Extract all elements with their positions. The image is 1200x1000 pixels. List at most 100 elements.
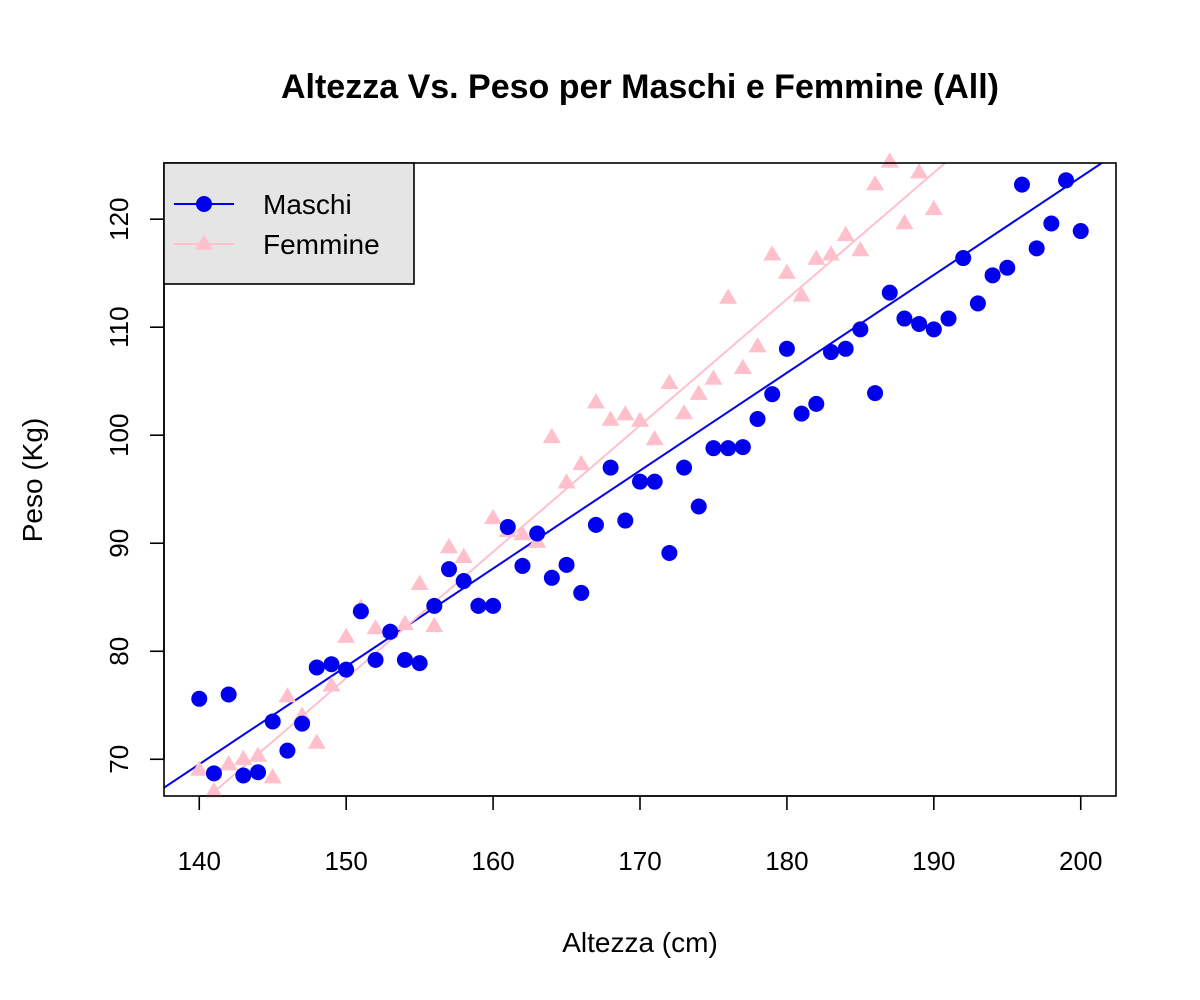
maschi-point — [911, 315, 928, 332]
y-tick-label: 120 — [104, 197, 134, 240]
legend-maschi-label: Maschi — [263, 189, 352, 220]
maschi-point — [573, 584, 590, 601]
maschi-point — [984, 267, 1001, 284]
femmine-point — [733, 358, 752, 374]
maschi-point — [294, 715, 311, 732]
y-tick-label: 100 — [104, 414, 134, 457]
maschi-point — [382, 623, 399, 640]
maschi-point — [367, 651, 384, 668]
maschi-point — [1013, 176, 1030, 193]
femmine-point — [307, 733, 326, 749]
maschi-point — [1028, 240, 1045, 257]
femmine-point — [204, 782, 223, 798]
maschi-point — [837, 340, 854, 357]
femmine-point — [704, 369, 723, 385]
maschi-point — [485, 597, 502, 614]
maschi-point — [470, 597, 487, 614]
femmine-point — [836, 225, 855, 242]
maschi-point — [411, 655, 428, 672]
maschi-point — [852, 321, 869, 338]
femmine-point — [689, 384, 708, 400]
maschi-point — [617, 512, 634, 529]
maschi-point — [602, 459, 619, 476]
femmine-point — [924, 199, 943, 216]
femmine-point — [910, 163, 929, 179]
femmine-point — [572, 454, 591, 471]
maschi-point — [279, 742, 296, 759]
y-tick-label: 90 — [104, 529, 134, 558]
femmine-point — [866, 175, 885, 191]
maschi-point — [778, 340, 795, 357]
x-tick-label: 160 — [471, 846, 514, 876]
x-tick-label: 150 — [324, 846, 367, 876]
femmine-point — [821, 245, 841, 261]
femmine-point — [410, 574, 429, 590]
y-axis-label: Peso (Kg) — [17, 418, 48, 543]
femmine-point — [719, 288, 738, 304]
maschi-point — [955, 250, 972, 267]
maschi-point — [543, 569, 560, 586]
femmine-point — [675, 404, 694, 420]
maschi-point — [529, 525, 546, 542]
femmine-point — [395, 614, 414, 630]
maschi-point — [764, 386, 781, 403]
femmine-point — [895, 213, 914, 230]
femmine-point — [557, 473, 576, 489]
maschi-point — [822, 344, 839, 361]
femmine-point — [777, 263, 796, 279]
plot-frame — [163, 162, 1117, 797]
legend: Maschi Femmine — [163, 162, 415, 285]
femmine-point — [439, 538, 459, 554]
maschi-point — [881, 284, 898, 301]
femmine-point — [219, 755, 238, 771]
maschi-point — [250, 764, 267, 781]
maschi-point — [1043, 215, 1060, 232]
maschi-point — [1072, 223, 1089, 240]
femmine-point — [616, 405, 635, 421]
maschi-point — [205, 765, 222, 782]
y-axis: 70 80 90 100 110 120 — [104, 197, 165, 774]
maschi-point — [999, 259, 1016, 276]
maschi-point — [352, 603, 369, 620]
maschi-point — [396, 651, 413, 668]
femmine-point — [278, 687, 297, 703]
maschi-point — [940, 310, 957, 327]
x-tick-label: 190 — [912, 846, 955, 876]
maschi-point — [690, 498, 707, 515]
maschi-point — [338, 661, 355, 678]
femmine-point — [542, 427, 561, 444]
y-tick-label: 110 — [104, 306, 134, 347]
maschi-point — [191, 690, 208, 707]
maschi-point — [441, 561, 458, 578]
femmine-point — [763, 245, 782, 261]
femmine-point — [586, 393, 605, 409]
maschi-point — [705, 440, 722, 457]
maschi-point — [867, 385, 884, 402]
femmine-point — [601, 410, 620, 426]
femmine-point — [234, 749, 253, 765]
maschi-point — [925, 321, 942, 338]
femmine-point — [630, 411, 650, 427]
femmine-point — [645, 430, 664, 446]
maschi-point — [896, 310, 913, 327]
maschi-point — [455, 573, 472, 590]
maschi-point — [646, 473, 663, 490]
x-tick-label: 170 — [618, 846, 661, 876]
maschi-point — [1058, 172, 1075, 189]
femmine-point — [880, 152, 899, 168]
femmine-point — [337, 627, 356, 643]
femmine-point — [322, 676, 341, 692]
x-axis: 140 150 160 170 180 190 200 — [178, 795, 1102, 876]
femmine-point — [190, 760, 209, 776]
femmine-point — [425, 616, 444, 633]
maschi-point — [220, 686, 237, 703]
maschi-point — [235, 767, 252, 784]
x-tick-label: 200 — [1059, 846, 1102, 876]
y-tick-label: 70 — [104, 745, 134, 774]
femmine-point — [513, 525, 532, 541]
maschi-point — [499, 519, 516, 536]
maschi-point — [734, 439, 751, 456]
maschi-point — [558, 556, 575, 573]
chart-title: Altezza Vs. Peso per Maschi e Femmine (A… — [281, 68, 999, 106]
